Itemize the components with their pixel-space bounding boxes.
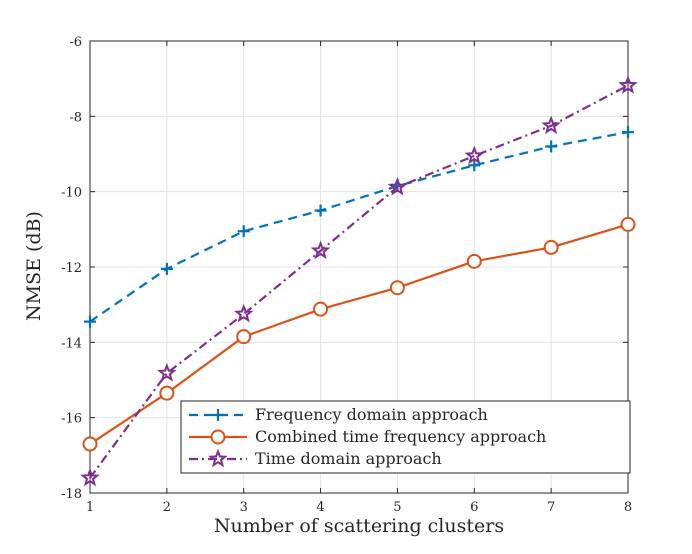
- data-point-s2-1: [82, 436, 98, 452]
- y-tick-label--10: -10: [61, 186, 82, 201]
- data-point-s3-5: [387, 176, 408, 196]
- data-point-s1-3: [237, 225, 250, 238]
- x-tick-label-2: 2: [163, 500, 171, 515]
- data-point-s3-6: [464, 145, 485, 165]
- data-point-s2-3: [236, 329, 252, 345]
- data-point-s3-1: [80, 467, 100, 487]
- data-point-s1-4: [314, 204, 327, 217]
- data-point-s3-4: [310, 240, 331, 260]
- y-tick-label--18: -18: [61, 487, 82, 502]
- legend-entry-1: Frequency domain approach: [255, 405, 488, 424]
- y-tick-label--16: -16: [61, 412, 82, 427]
- series-line-1: [89, 131, 629, 323]
- series-1: [84, 126, 634, 328]
- data-point-s1-2: [160, 262, 173, 275]
- x-tick-label-8: 8: [624, 500, 632, 515]
- data-point-s3-3: [233, 303, 254, 323]
- series-2: [82, 216, 636, 452]
- x-tick-label-3: 3: [240, 500, 248, 515]
- y-tick-label--14: -14: [61, 336, 82, 351]
- data-point-s2-5: [389, 280, 405, 296]
- legend-marker-3: [208, 448, 228, 468]
- data-point-s2-6: [466, 253, 482, 269]
- data-point-s2-8: [620, 216, 636, 232]
- data-point-s3-7: [541, 115, 561, 135]
- legend-entry-2: Combined time frequency approach: [255, 427, 546, 446]
- data-point-s2-4: [313, 301, 329, 317]
- legend-marker-2: [210, 429, 226, 445]
- data-point-s2-2: [159, 385, 175, 401]
- legend-entry-3: Time domain approach: [255, 449, 442, 468]
- series-3: [80, 75, 638, 487]
- data-point-s3-2: [157, 362, 177, 382]
- data-point-s1-1: [84, 315, 96, 328]
- x-tick-label-5: 5: [393, 500, 401, 515]
- data-point-s1-8: [622, 126, 634, 139]
- legend: Frequency domain approach Combined time f…: [180, 400, 631, 474]
- x-tick-label-4: 4: [316, 500, 324, 515]
- legend-box: [180, 400, 631, 474]
- x-axis-label: Number of scattering clusters: [214, 515, 504, 537]
- series-line-2: [89, 223, 629, 445]
- x-tick-label-6: 6: [470, 500, 478, 515]
- y-tick-label--12: -12: [61, 261, 82, 276]
- data-point-s1-6: [468, 159, 481, 172]
- data-point-s1-7: [545, 140, 558, 153]
- y-tick-label--8: -8: [69, 110, 82, 125]
- legend-marker-1: [212, 409, 224, 421]
- tick-labels: 1 2 3 4 5 6 7 8 -18 -16 -14 -12 -10 -8 -6: [61, 35, 632, 515]
- data-series: [80, 75, 638, 487]
- y-axis-label: NMSE (dB): [23, 211, 45, 321]
- x-tick-label-7: 7: [547, 500, 555, 515]
- data-point-s3-8: [618, 75, 638, 94]
- y-tick-label--6: -6: [69, 35, 82, 50]
- data-point-s2-7: [543, 239, 559, 255]
- series-line-3: [89, 84, 629, 479]
- x-tick-label-1: 1: [86, 500, 94, 515]
